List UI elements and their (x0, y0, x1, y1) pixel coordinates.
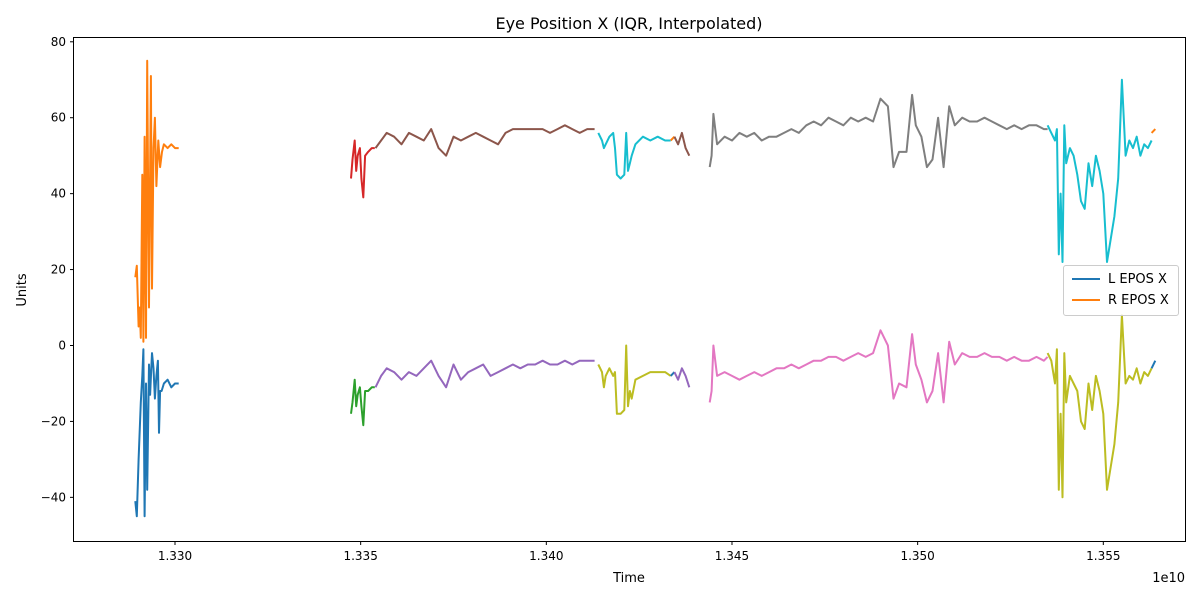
series-line-14 (1046, 314, 1153, 499)
y-tick-label: 40 (51, 187, 66, 201)
y-tick-label: 20 (51, 263, 66, 277)
series-line-5 (374, 124, 595, 157)
y-axis-label: Units (15, 273, 30, 306)
series-line-11 (673, 131, 691, 157)
y-tick-label: 0 (58, 338, 66, 352)
series-line-4 (374, 359, 595, 389)
legend-label-l: L EPOS X (1108, 271, 1167, 287)
series-line-6 (597, 344, 672, 415)
x-tick-label: 1.340 (529, 549, 563, 563)
series-layer (134, 59, 1157, 518)
plot-frame (73, 37, 1186, 542)
y-tick-label: 60 (51, 111, 66, 125)
x-tick-label: 1.355 (1086, 549, 1120, 563)
series-line-2 (350, 378, 375, 427)
y-axis: −40 −20 0 20 40 60 80 (41, 35, 74, 504)
series-line-17 (1150, 128, 1157, 134)
y-tick-label: 80 (51, 35, 66, 49)
legend-swatch-r (1072, 299, 1100, 301)
x-offset-label: 1e10 (1152, 571, 1185, 586)
legend-label-r: R EPOS X (1108, 292, 1169, 308)
legend: L EPOS X R EPOS X (1063, 265, 1179, 316)
series-line-12 (708, 329, 1049, 404)
series-line-16 (1150, 360, 1157, 369)
y-tick-label: −20 (41, 414, 66, 428)
series-line-0 (134, 348, 179, 518)
x-tick-label: 1.345 (715, 549, 749, 563)
series-line-3 (350, 139, 375, 199)
x-tick-label: 1.335 (343, 549, 377, 563)
series-line-13 (708, 93, 1048, 169)
chart-title: Eye Position X (IQR, Interpolated) (495, 14, 762, 33)
y-tick-label: −40 (41, 490, 66, 504)
legend-swatch-l (1072, 278, 1100, 280)
series-line-10 (673, 367, 691, 388)
x-tick-label: 1.350 (900, 549, 934, 563)
x-tick-label: 1.330 (158, 549, 192, 563)
series-line-15 (1046, 78, 1153, 263)
series-line-7 (597, 131, 671, 180)
legend-item-l-epos-x: L EPOS X (1072, 271, 1167, 287)
legend-item-r-epos-x: R EPOS X (1072, 292, 1169, 308)
x-axis-label: Time (612, 571, 645, 586)
series-line-1 (134, 59, 179, 343)
x-axis: 1.330 1.335 1.340 1.345 1.350 1.355 (158, 541, 1120, 563)
